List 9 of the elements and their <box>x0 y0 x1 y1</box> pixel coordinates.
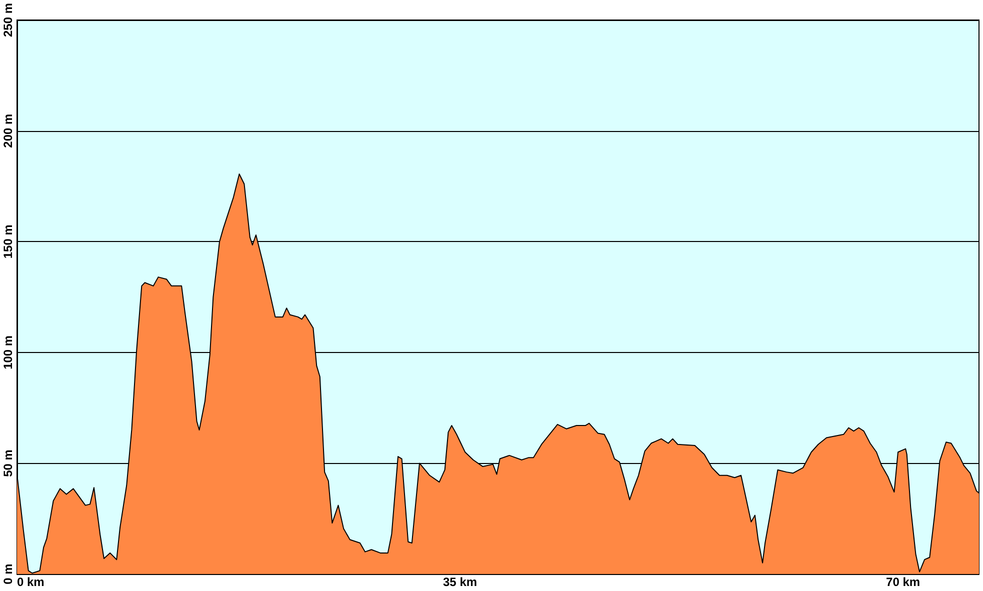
y-tick-label: 100 m <box>1 335 15 370</box>
y-tick-label: 50 m <box>1 450 15 477</box>
x-tick-label: 35 km <box>443 575 478 589</box>
y-tick-label: 0 m <box>1 564 15 584</box>
y-tick-label: 250 m <box>1 2 15 38</box>
x-tick-label: 70 km <box>886 575 920 589</box>
y-tick-label: 150 m <box>1 224 15 259</box>
x-tick-label: 0 km <box>17 575 44 589</box>
y-tick-label: 200 m <box>1 114 15 148</box>
